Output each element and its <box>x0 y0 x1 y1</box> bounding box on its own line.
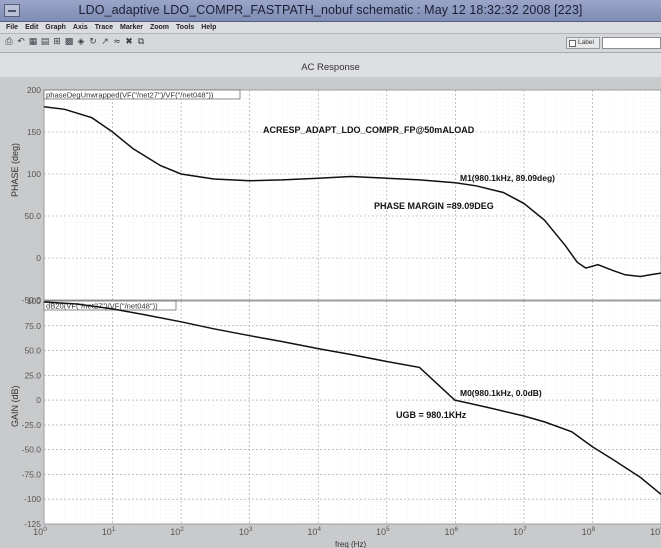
menu-edit[interactable]: Edit <box>25 24 39 31</box>
cursor-icon[interactable]: ↗ <box>101 37 109 47</box>
checkbox-box[interactable] <box>569 40 576 47</box>
label-checkbox-text: Label <box>578 39 594 46</box>
phase-y-tick-label: 0 <box>36 253 41 263</box>
gain-plot-background <box>43 300 661 525</box>
window-title: LDO_adaptive LDO_COMPR_FASTPATH_nobuf sc… <box>78 3 583 17</box>
phase-y-axis-label: PHASE (deg) <box>10 143 20 197</box>
menu-bar: File Edit Graph Axis Trace Marker Zoom T… <box>0 22 661 34</box>
undo-icon[interactable]: ↶ <box>17 37 25 47</box>
label-text-input[interactable] <box>602 37 661 49</box>
menu-graph[interactable]: Graph <box>45 24 66 31</box>
x-tick-label: 108 <box>582 526 596 537</box>
trace-icon[interactable]: ≈ <box>113 37 121 47</box>
copy-icon[interactable]: ⧉ <box>137 37 145 47</box>
x-axis-label: freq (Hz) <box>335 540 366 548</box>
gain-grid <box>43 300 661 525</box>
gain-y-tick-label: 50.0 <box>24 346 41 356</box>
marker-m1-label[interactable]: M1(980.1kHz, 89.09deg) <box>460 173 555 183</box>
gain-y-tick-label: 75.0 <box>24 321 41 331</box>
phase-grid <box>43 89 661 301</box>
plot-title: AC Response <box>0 53 661 77</box>
print-icon[interactable]: ⎙ <box>5 37 13 47</box>
menu-file[interactable]: File <box>6 24 19 31</box>
x-tick-label: 109 <box>650 526 661 537</box>
marker-m0-label[interactable]: M0(980.1kHz, 0.0dB) <box>460 388 542 398</box>
grid-icon[interactable]: ▦ <box>28 37 38 47</box>
x-tick-label: 101 <box>102 526 116 537</box>
phase-y-tick-label: 50.0 <box>24 211 41 221</box>
phase-y-tick-label: -50.0 <box>22 295 42 305</box>
gain-y-tick-label: -100 <box>24 494 41 504</box>
x-tick-label: 102 <box>170 526 184 537</box>
phase-trace-label-box[interactable] <box>43 89 241 100</box>
window-titlebar[interactable]: LDO_adaptive LDO_COMPR_FASTPATH_nobuf sc… <box>0 0 661 22</box>
phase-y-tick-label: 200 <box>27 85 41 95</box>
x-tick-label: 104 <box>307 526 321 537</box>
zoom-box-icon[interactable]: ⊞ <box>53 37 61 47</box>
menu-zoom[interactable]: Zoom <box>149 24 170 31</box>
menu-trace[interactable]: Trace <box>94 24 114 31</box>
delete-icon[interactable]: ✖ <box>125 37 133 47</box>
menu-axis[interactable]: Axis <box>72 24 88 31</box>
phase-trace-line[interactable] <box>43 106 661 278</box>
x-tick-label: 105 <box>376 526 390 537</box>
x-tick-label: 107 <box>513 526 527 537</box>
gain-panel[interactable]: 10075.050.025.00-25.0-50.0-75.0-100-125 … <box>10 296 661 548</box>
redraw-icon[interactable]: ↻ <box>89 37 97 47</box>
menu-marker[interactable]: Marker <box>120 24 143 31</box>
gain-trace-line[interactable] <box>43 301 661 495</box>
plot-area[interactable]: 200 150 100 50.0 0 -50.0 PHASE (deg) phaseDeg… <box>0 77 661 548</box>
gain-y-ticks: 100 75.0 50.0 25.0 0 -25.0 -50.0 -75.0 -100 -125 <box>22 296 42 529</box>
gain-y-axis-label: GAIN (dB) <box>10 385 20 427</box>
phase-margin-annotation: PHASE MARGIN =89.09DEG <box>374 201 494 211</box>
phase-trace-label[interactable]: phaseDegUnwrapped(VF("/net27")/VF("/net0… <box>46 91 214 100</box>
gain-y-tick-label: 25.0 <box>24 370 41 380</box>
gain-y-tick-label: 0 <box>36 395 41 405</box>
toolbar: ⎙ ↶ ▦ ▤ ⊞ ▩ ◈ ↻ ↗ ≈ ✖ ⧉ Label <box>0 34 661 53</box>
gain-y-tick-label: -125 <box>24 519 41 529</box>
x-tick-label: 103 <box>239 526 253 537</box>
label-checkbox[interactable]: Label <box>566 37 600 49</box>
x-tick-label: 106 <box>445 526 459 537</box>
gain-trace-label-box[interactable] <box>43 300 177 311</box>
window-menu-icon[interactable] <box>4 4 20 17</box>
x-tick-label: 100 <box>33 526 47 537</box>
menu-tools[interactable]: Tools <box>176 24 195 31</box>
phase-panel[interactable]: 200 150 100 50.0 0 -50.0 PHASE (deg) phaseDeg… <box>10 85 661 305</box>
phase-plot-background <box>43 89 661 301</box>
ugb-annotation: UGB = 980.1KHz <box>396 410 467 420</box>
gain-y-tick-label: -25.0 <box>22 420 42 430</box>
bode-plot-canvas[interactable]: 200 150 100 50.0 0 -50.0 PHASE (deg) phaseDeg… <box>0 77 661 548</box>
frequency-x-ticks: 100 101 102 103 104 105 106 107 108 109 <box>33 526 661 537</box>
chart-annotation-title: ACRESP_ADAPT_LDO_COMPR_FP@50mALOAD <box>263 125 475 135</box>
gain-y-tick-label: -75.0 <box>22 469 42 479</box>
marker-icon[interactable]: ◈ <box>77 37 85 47</box>
phase-y-tick-label: 150 <box>27 127 41 137</box>
gain-y-tick-label: -50.0 <box>22 445 42 455</box>
menu-help[interactable]: Help <box>201 24 217 31</box>
strip-icon[interactable]: ▤ <box>40 37 50 47</box>
phase-y-ticks: 200 150 100 50.0 0 -50.0 <box>22 85 42 305</box>
gain-trace-label[interactable]: dB20(VF("/net27")/VF("/net048")) <box>46 302 158 311</box>
phase-y-tick-label: 100 <box>27 169 41 179</box>
gain-y-tick-label: 100 <box>27 296 41 306</box>
zoom-fit-icon[interactable]: ▩ <box>64 37 74 47</box>
